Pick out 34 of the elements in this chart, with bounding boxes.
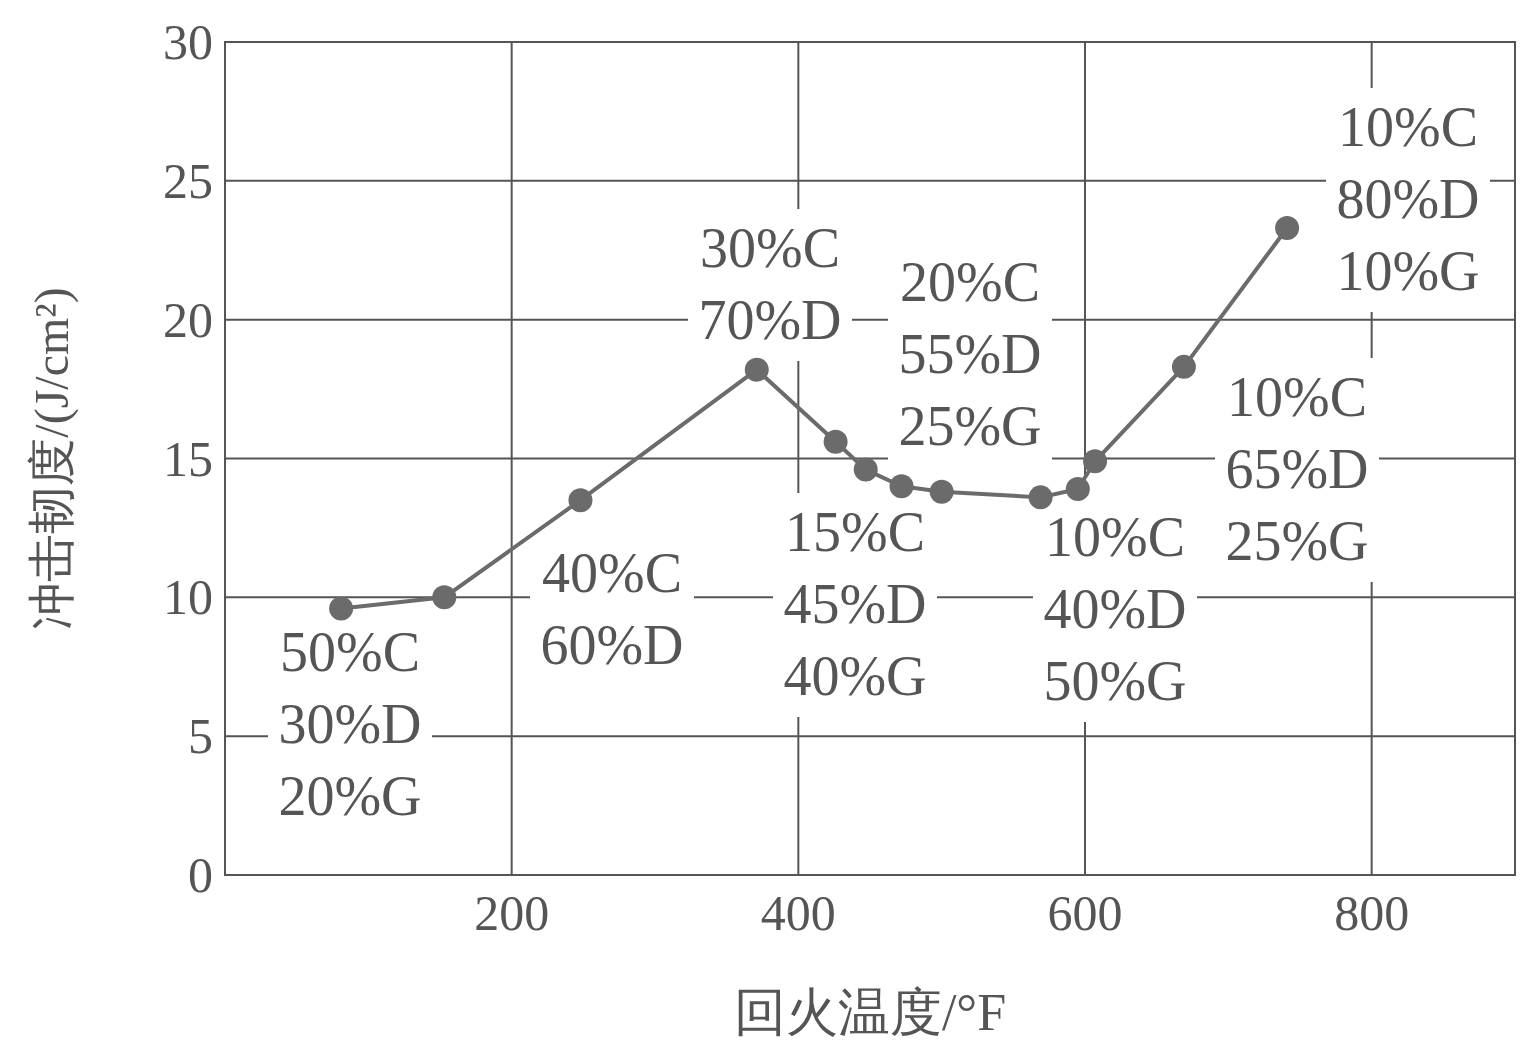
point: [568, 488, 593, 513]
point: [744, 357, 769, 382]
point: [1275, 216, 1300, 241]
point: [929, 479, 954, 504]
y-axis-title: 冲击韧度/(J/cm²): [25, 287, 79, 630]
point: [1083, 449, 1108, 474]
annotation: 40%C 60%D: [540, 542, 684, 676]
point: [889, 474, 914, 499]
point: [1171, 354, 1196, 379]
x-tick-label: 600: [1047, 885, 1123, 941]
y-tick-label: 10: [163, 569, 213, 626]
y-tick-label: 30: [163, 14, 213, 70]
x-tick-label: 200: [474, 885, 550, 941]
point: [432, 585, 457, 610]
point: [1065, 477, 1090, 502]
point: [329, 596, 354, 621]
point: [823, 429, 848, 454]
annotation: 20%C 55%D 25%G: [898, 251, 1042, 457]
annotation: 10%C 80%D 10%G: [1336, 96, 1480, 302]
y-tick-label: 20: [163, 291, 213, 348]
y-tick-label: 5: [188, 708, 213, 765]
annotation: 10%C 40%D 50%G: [1043, 506, 1187, 712]
y-tick-label: 0: [188, 847, 213, 903]
annotation: 30%C 70%D: [698, 217, 842, 351]
x-axis-title: 回火温度/°F: [733, 984, 1007, 1041]
annotation: 10%C 65%D 25%G: [1225, 366, 1369, 572]
x-tick-label: 400: [760, 885, 836, 941]
point: [1028, 485, 1053, 510]
annotation: 15%C 45%D 40%G: [783, 501, 927, 707]
y-tick-label: 25: [163, 152, 213, 209]
point: [853, 457, 878, 482]
x-tick-label: 800: [1334, 885, 1410, 941]
y-tick-label: 15: [163, 430, 213, 487]
annotation: 50%C 30%D 20%G: [278, 621, 422, 827]
